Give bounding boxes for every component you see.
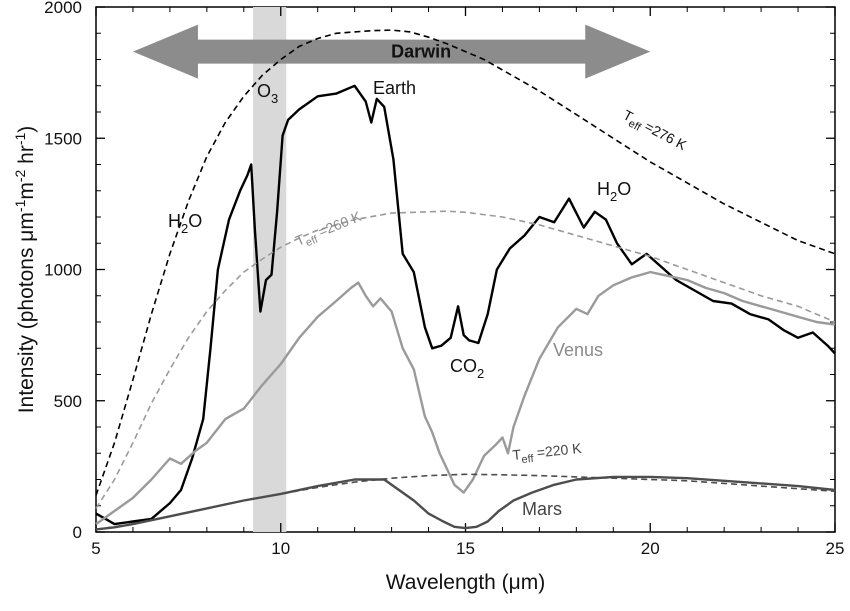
x-tick-label: 10 [271, 539, 290, 558]
venus-label: Venus [553, 340, 603, 360]
x-axis-title: Wavelength (μm) [386, 571, 546, 594]
y-tick-label: 1500 [44, 129, 82, 148]
x-tick-label: 15 [456, 539, 475, 558]
darwin-arrow [132, 24, 651, 79]
h2o-left-label: H2O [168, 211, 202, 236]
h2o-right-label: H2O [597, 179, 631, 204]
co2-label: CO2 [450, 356, 484, 381]
earth-label: Earth [373, 78, 416, 98]
series-line-venus [95, 270, 836, 526]
mars-label: Mars [522, 499, 562, 519]
series-line-teff-260-k [95, 210, 836, 509]
x-tick-label: 25 [826, 539, 845, 558]
x-ticks: 5 10 15 20 25 [91, 7, 844, 558]
series-layer [95, 29, 836, 531]
y-tick-label: 2000 [44, 0, 82, 17]
y-tick-label: 1000 [44, 261, 82, 280]
x-tick-label: 20 [641, 539, 660, 558]
o3-label: O3 [257, 81, 278, 106]
series-line-mars [95, 475, 836, 531]
darwin-label: Darwin [391, 42, 451, 62]
teff-260-label: Teff =260 K [293, 208, 365, 253]
teff-220-label: Teff =220 K [512, 440, 584, 467]
x-tick-label: 5 [91, 539, 100, 558]
y-tick-label: 500 [54, 392, 82, 411]
series-line-teff-220-k [95, 473, 836, 531]
y-axis-title: Intensity (photons μm-1m-2 hr-1) [12, 126, 38, 414]
plot-frame [95, 6, 836, 533]
y-ticks: 0 500 1000 1500 2000 [44, 0, 835, 542]
y-tick-label: 0 [73, 523, 82, 542]
series-line-earth [95, 84, 836, 526]
series-line-teff-276-k [95, 29, 836, 496]
